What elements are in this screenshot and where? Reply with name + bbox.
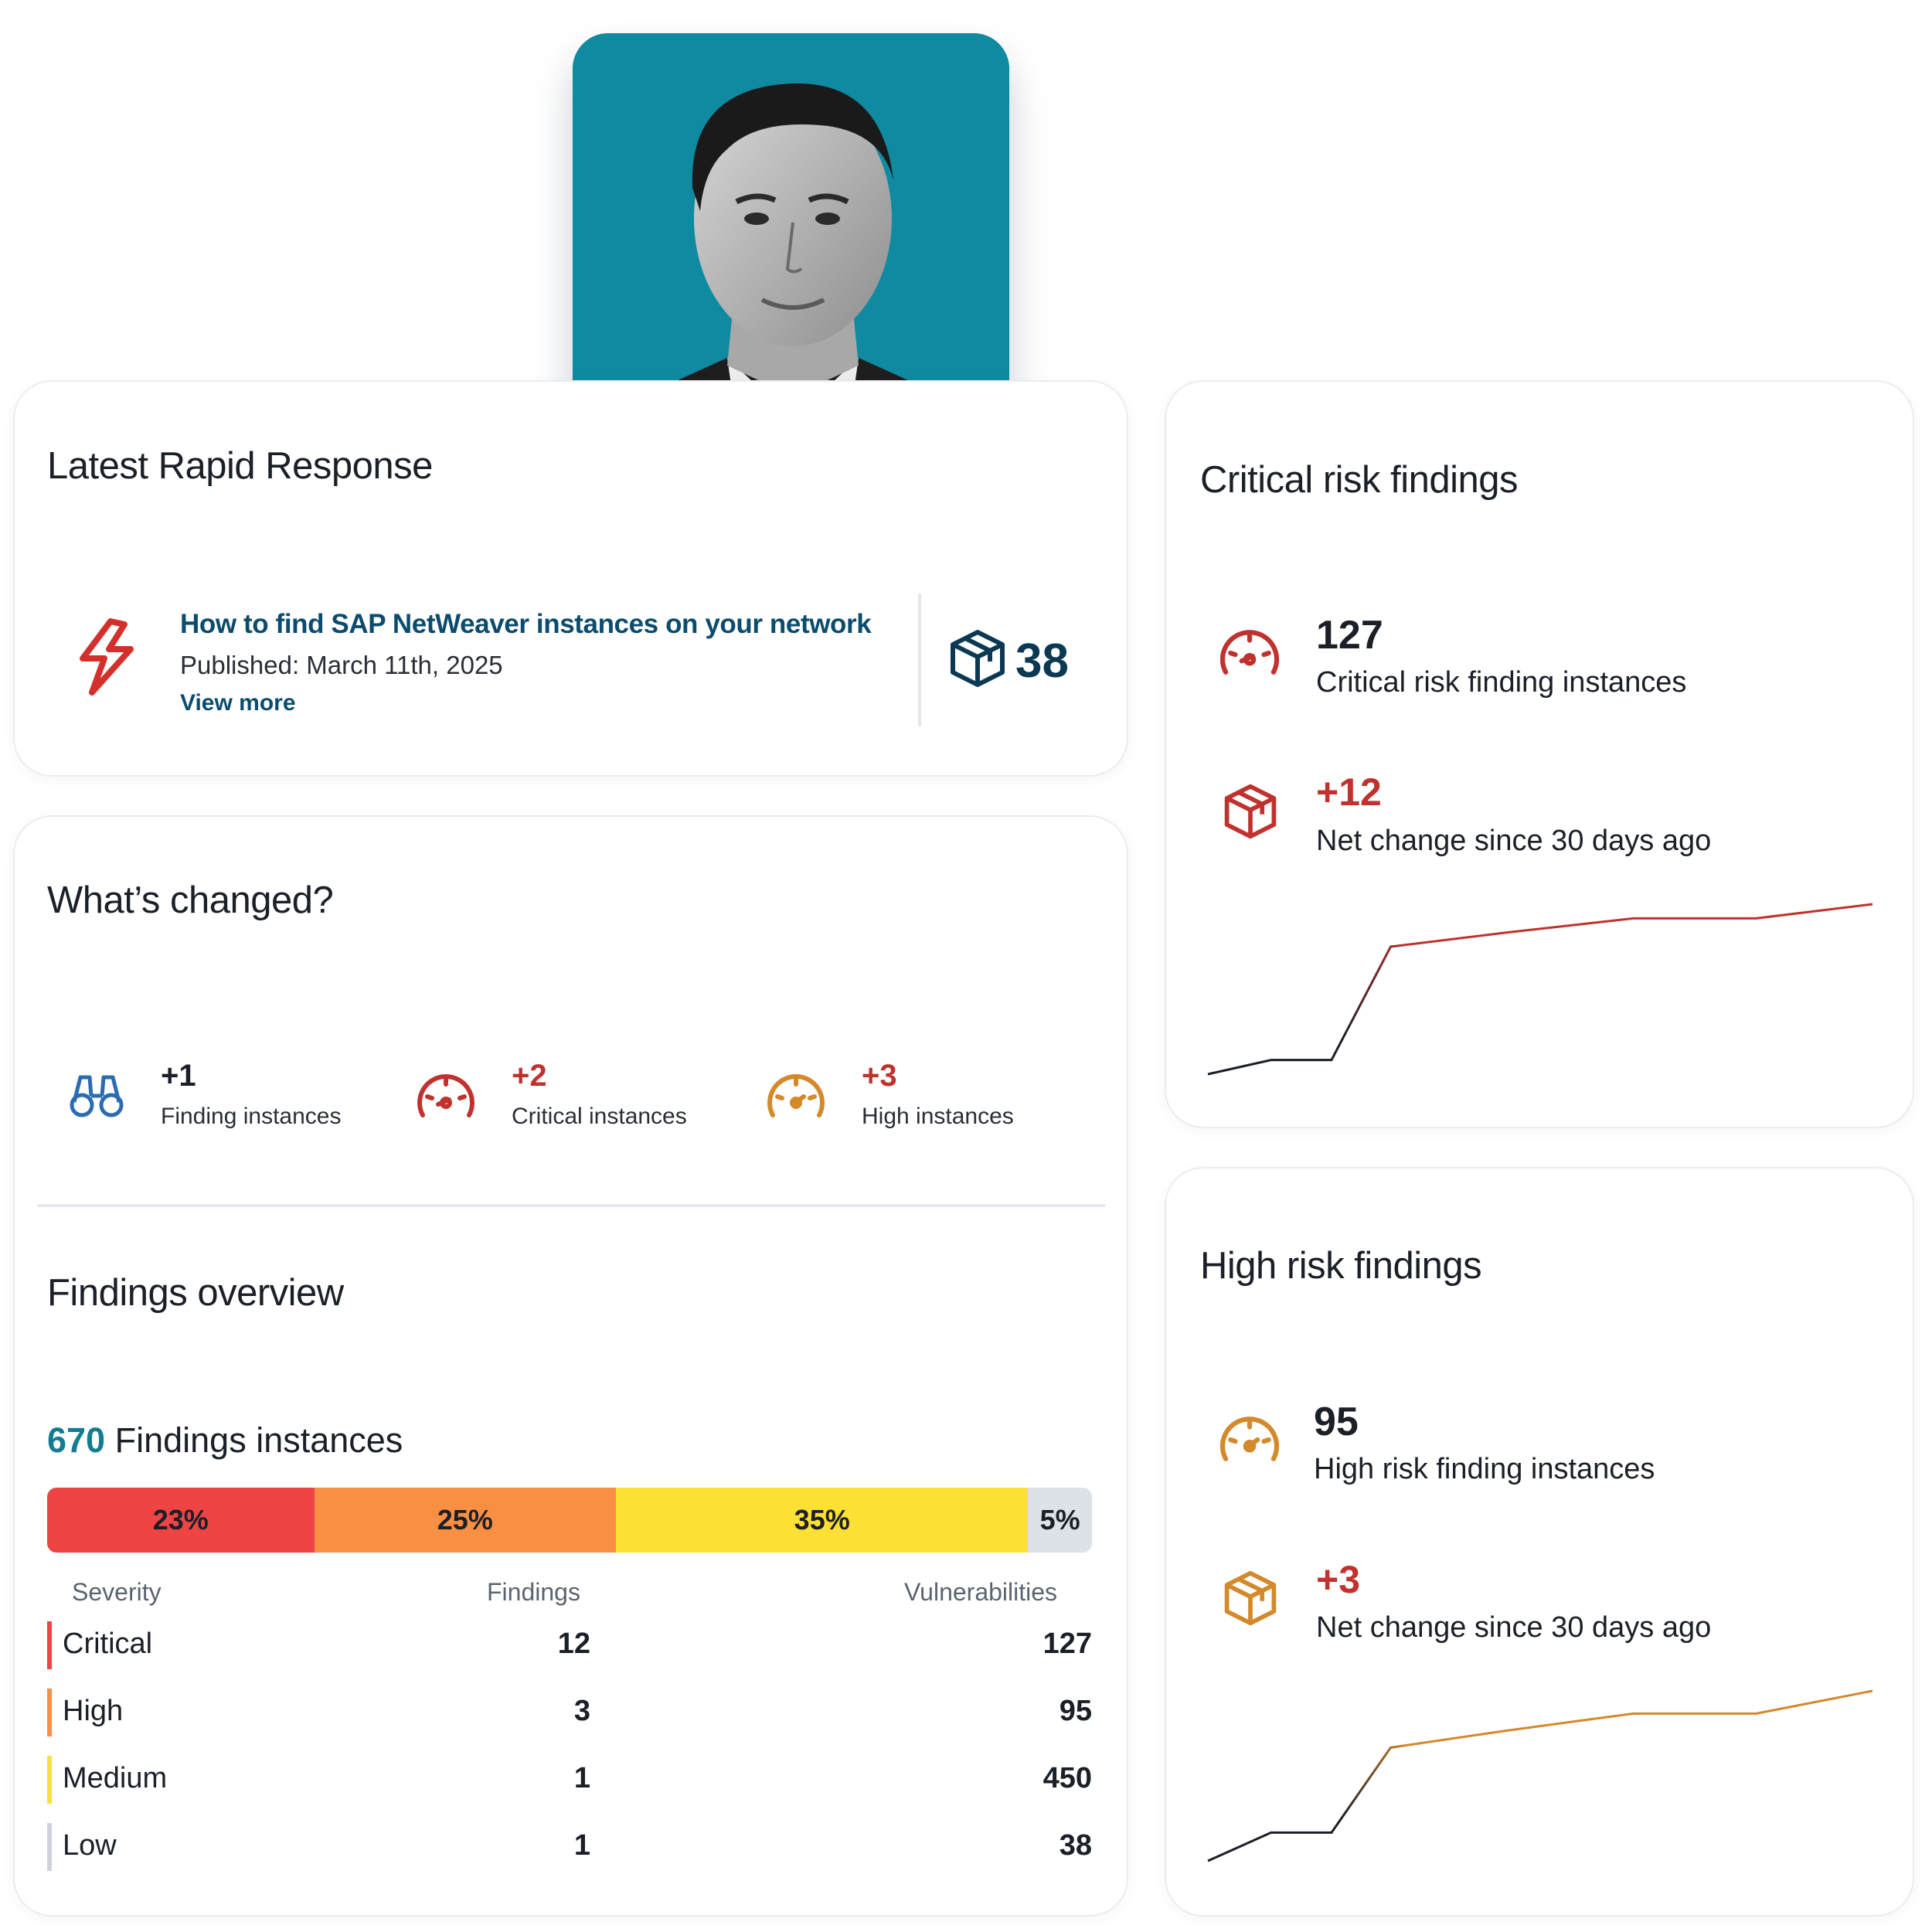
high-risk-card	[1165, 1167, 1914, 1917]
critical-risk-count: 127	[1316, 613, 1383, 658]
findings-overview-title: Findings overview	[47, 1272, 344, 1314]
gauge-icon	[765, 1070, 827, 1121]
critical-risk-net-change: +12	[1316, 770, 1382, 814]
high-risk-count-label: High risk finding instances	[1314, 1453, 1655, 1485]
severity-label: Medium	[63, 1762, 168, 1794]
findings-total-label: Findings instances	[114, 1420, 403, 1460]
vulnerabilities-count: 38	[1059, 1829, 1092, 1862]
findings-count: 1	[573, 1762, 590, 1794]
severity-label: Critical	[63, 1628, 153, 1660]
critical-risk-net-change-label: Net change since 30 days ago	[1316, 825, 1712, 857]
section-divider	[37, 1204, 1105, 1207]
bar-segment-medium: 35%	[616, 1488, 1029, 1553]
high-risk-net-change-label: Net change since 30 days ago	[1316, 1611, 1712, 1644]
change-label: Critical instances	[512, 1104, 687, 1129]
high-risk-count: 95	[1314, 1400, 1359, 1444]
rapid-response-article-link[interactable]: How to find SAP NetWeaver instances on y…	[180, 609, 872, 639]
severity-label: Low	[63, 1829, 117, 1862]
findings-total-value: 670	[47, 1420, 106, 1460]
change-value: +3	[862, 1059, 897, 1093]
package-icon	[947, 628, 1009, 689]
package-icon	[1221, 782, 1280, 841]
vulnerabilities-count: 127	[1043, 1628, 1092, 1660]
vertical-divider	[918, 594, 921, 726]
changes-overview-card	[13, 815, 1128, 1917]
rapid-response-published-date: Published: March 11th, 2025	[180, 651, 503, 679]
gauge-icon	[415, 1070, 477, 1121]
binoculars-icon	[70, 1073, 124, 1119]
view-more-link[interactable]: View more	[180, 690, 296, 716]
rapid-response-asset-count: 38	[1015, 634, 1069, 688]
critical-risk-title: Critical risk findings	[1200, 459, 1519, 501]
severity-indicator	[47, 1823, 52, 1871]
severity-indicator	[47, 1689, 52, 1736]
severity-label: High	[63, 1695, 124, 1727]
severity-indicator	[47, 1621, 52, 1669]
findings-count: 1	[573, 1829, 590, 1862]
bar-segment-critical: 23%	[47, 1488, 315, 1553]
change-value: +2	[512, 1059, 547, 1093]
trend-line	[1207, 903, 1873, 1076]
author-photo	[573, 33, 1009, 470]
high-risk-title: High risk findings	[1200, 1245, 1482, 1287]
vulnerabilities-count: 450	[1043, 1762, 1092, 1794]
gauge-icon	[1217, 1413, 1282, 1465]
trend-line	[1207, 1689, 1873, 1862]
column-header-vulnerabilities: Vulnerabilities	[904, 1578, 1058, 1606]
rapid-response-card	[13, 380, 1128, 777]
severity-indicator	[47, 1756, 52, 1804]
lightning-icon	[73, 618, 139, 696]
change-label: Finding instances	[161, 1104, 342, 1129]
vulnerabilities-count: 95	[1059, 1695, 1092, 1727]
high-risk-trend-chart	[1207, 1689, 1873, 1862]
column-header-severity: Severity	[72, 1578, 162, 1606]
severity-distribution-bar: 23% 25% 35% 5%	[47, 1488, 1092, 1553]
bar-segment-high: 25%	[314, 1488, 617, 1553]
whats-changed-title: What’s changed?	[47, 879, 334, 921]
findings-count: 3	[573, 1695, 590, 1727]
rapid-response-title: Latest Rapid Response	[47, 445, 433, 487]
bar-segment-low: 5%	[1028, 1488, 1092, 1553]
critical-risk-count-label: Critical risk finding instances	[1316, 666, 1687, 699]
critical-risk-trend-chart	[1207, 903, 1873, 1076]
critical-risk-card	[1165, 380, 1914, 1128]
column-header-findings: Findings	[487, 1578, 580, 1606]
gauge-icon	[1217, 626, 1282, 679]
change-label: High instances	[862, 1104, 1014, 1129]
package-icon	[1221, 1569, 1280, 1628]
findings-count: 12	[557, 1628, 590, 1660]
findings-total: 670 Findings instances	[47, 1420, 403, 1461]
high-risk-net-change: +3	[1316, 1558, 1361, 1601]
change-value: +1	[161, 1059, 196, 1093]
